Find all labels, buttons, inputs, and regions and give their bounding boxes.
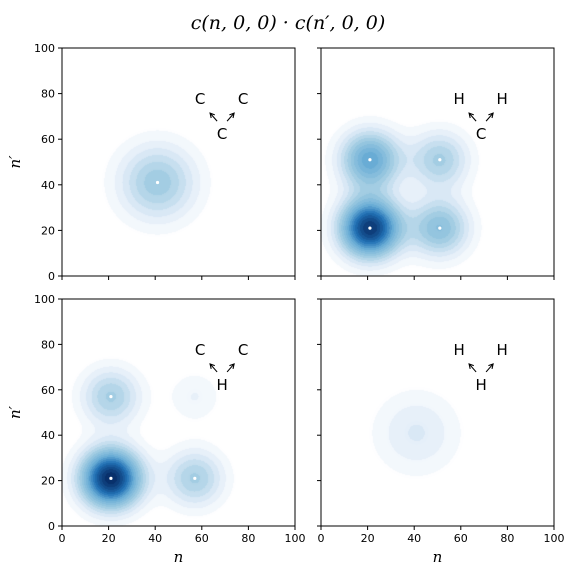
annotation-arrow-right-top-right-head: [488, 112, 494, 119]
y-tick-label-top-left-3: 60: [41, 133, 55, 146]
annotation-bottom-top-right: C: [476, 125, 486, 143]
x-tick-label-bottom-left-3: 60: [195, 532, 209, 545]
annotation-arrow-right-top-left-head: [229, 112, 235, 119]
heatmap-top-right: [321, 48, 554, 276]
annotation-right-top-right: H: [496, 90, 507, 108]
x-axis-label-bottom-left: n: [174, 548, 184, 566]
x-tick-label-bottom-right-4: 80: [500, 532, 514, 545]
annotation-arrow-left-top-left-head: [209, 112, 215, 119]
x-tick-label-bottom-left-4: 80: [241, 532, 255, 545]
x-tick-label-bottom-left-1: 20: [102, 532, 116, 545]
peak-marker-top-right-3: [438, 158, 442, 162]
peak-marker-top-right-1: [368, 158, 372, 162]
annotation-left-bottom-left: C: [195, 341, 205, 359]
x-tick-label-bottom-right-5: 100: [544, 532, 565, 545]
annotation-right-bottom-left: C: [238, 341, 248, 359]
y-axis-label-bottom-left: n′: [6, 405, 24, 419]
annotation-bottom-top-left: C: [217, 125, 227, 143]
annotation-bottom-bottom-left: H: [216, 376, 227, 394]
annotation-arrow-left-top-left: [209, 112, 218, 122]
y-tick-label-top-left-5: 100: [34, 42, 55, 55]
axes-frame-top-left: [61, 47, 296, 277]
x-tick-label-bottom-left-0: 0: [59, 532, 66, 545]
y-tick-label-bottom-left-5: 100: [34, 293, 55, 306]
annotation-arrow-right-top-right: [485, 112, 494, 122]
y-axis-label-top-left: n′: [6, 155, 24, 169]
x-tick-label-bottom-right-2: 40: [407, 532, 421, 545]
peak-marker-top-left-0: [155, 180, 160, 185]
annotation-arrow-left-bottom-left-head: [209, 363, 215, 369]
peak-marker-bottom-left-0: [109, 476, 113, 480]
x-axis-label-bottom-right: n: [433, 548, 443, 566]
x-tick-label-bottom-left-5: 100: [285, 532, 306, 545]
annotation-left-top-left: C: [195, 90, 205, 108]
y-tick-label-bottom-left-0: 0: [48, 520, 55, 533]
annotation-arrow-left-top-right-head: [468, 112, 474, 119]
axes-frame-top-right: [320, 47, 555, 277]
y-tick-label-top-left-0: 0: [48, 270, 55, 283]
y-tick-label-top-left-4: 80: [41, 88, 55, 101]
annotation-arrow-left-bottom-right-head: [468, 363, 474, 369]
x-tick-label-bottom-right-0: 0: [318, 532, 325, 545]
annotation-right-bottom-right: H: [496, 341, 507, 359]
y-tick-label-top-left-1: 20: [41, 224, 55, 237]
annotation-right-top-left: C: [238, 90, 248, 108]
y-tick-label-bottom-left-2: 40: [41, 429, 55, 442]
y-tick-label-top-left-2: 40: [41, 179, 55, 192]
figure-title: c(n, 0, 0) · c(n′, 0, 0): [191, 12, 386, 34]
x-tick-label-bottom-right-1: 20: [361, 532, 375, 545]
axes-frame-bottom-left: [61, 298, 296, 527]
heatmap-top-left: [62, 48, 295, 276]
peak-marker-bottom-left-2: [193, 476, 197, 480]
annotation-arrow-left-bottom-right: [468, 363, 477, 373]
x-tick-label-bottom-right-3: 60: [454, 532, 468, 545]
peak-marker-top-right-0: [368, 226, 372, 230]
annotation-arrow-right-top-left: [226, 112, 235, 122]
annotation-left-bottom-right: H: [453, 341, 464, 359]
annotation-arrow-right-bottom-left: [226, 363, 235, 373]
panel-top-right: H HC: [317, 47, 555, 280]
y-tick-label-bottom-left-3: 60: [41, 384, 55, 397]
heatmap-bottom-left: [62, 299, 295, 526]
heatmap-bottom-right: [321, 299, 554, 526]
annotation-arrow-right-bottom-left-head: [229, 363, 235, 369]
annotation-arrow-right-bottom-right-head: [488, 363, 494, 369]
annotation-arrow-right-bottom-right: [485, 363, 494, 373]
axes-frame-bottom-right: [320, 298, 555, 527]
x-tick-label-bottom-left-2: 40: [148, 532, 162, 545]
annotation-bottom-bottom-right: H: [475, 376, 486, 394]
annotation-arrow-left-bottom-left: [209, 363, 218, 373]
peak-marker-top-right-2: [438, 226, 442, 230]
y-tick-label-bottom-left-4: 80: [41, 338, 55, 351]
y-tick-label-bottom-left-1: 20: [41, 475, 55, 488]
panel-bottom-left: 0 20 40 60 80 100 0 20 40 60 80 100 n n′ C CH: [6, 293, 306, 566]
annotation-left-top-right: H: [453, 90, 464, 108]
annotation-arrow-left-top-right: [468, 112, 477, 122]
peak-marker-bottom-left-1: [109, 395, 113, 399]
